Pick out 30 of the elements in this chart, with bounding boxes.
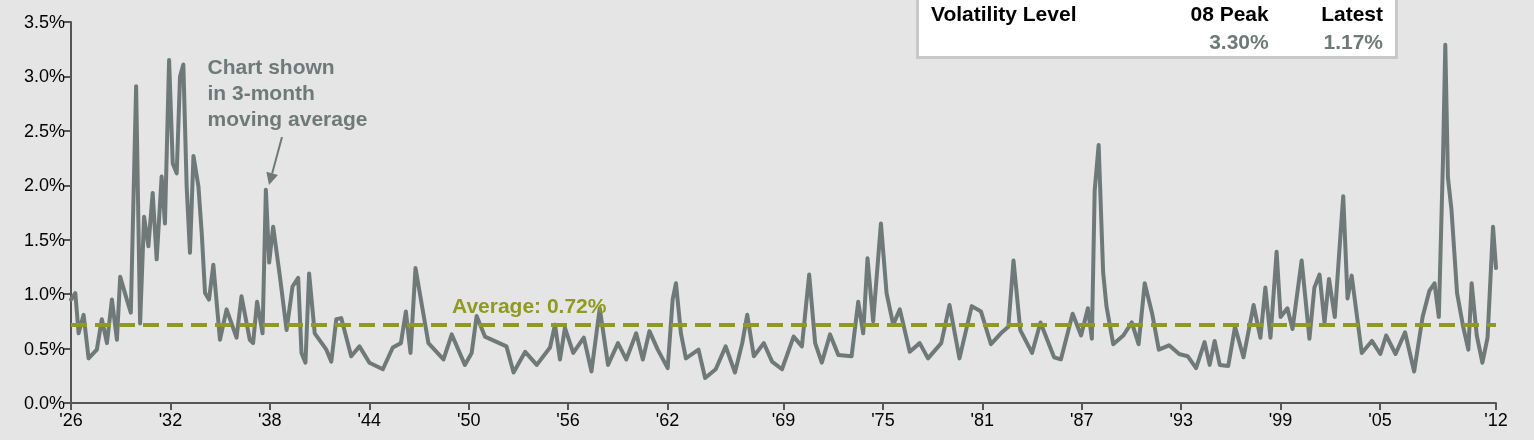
- x-tick-label: '50: [456, 410, 481, 430]
- x-tick-label: '93: [1169, 410, 1193, 430]
- annotation: 08 Peak: [1189, 1, 1270, 27]
- y-tick-label: 0.5%: [23, 338, 65, 359]
- annotation: Chart shown in 3-month moving average: [207, 55, 368, 131]
- x-tick-label: '99: [1268, 410, 1293, 430]
- x-tick-label: '62: [655, 410, 680, 430]
- y-tick-label: 3.5%: [23, 12, 65, 32]
- annotation: 1.17%: [1322, 29, 1384, 55]
- x-tick-label: '75: [871, 410, 895, 430]
- x-tick-label: '44: [357, 410, 381, 430]
- annotation: Volatility Level: [930, 1, 1078, 27]
- x-tick-label: '87: [1070, 410, 1094, 430]
- y-tick-label: 1.5%: [23, 229, 65, 250]
- annotation: 3.30%: [1208, 29, 1270, 55]
- annotation: Latest: [1320, 1, 1384, 27]
- y-tick-label: 2.5%: [23, 120, 65, 141]
- x-tick-label: '56: [556, 410, 580, 430]
- y-tick-label: 3.0%: [23, 66, 65, 87]
- y-tick-label: 0.0%: [23, 393, 65, 413]
- x-tick-label: '38: [258, 410, 282, 430]
- x-tick-label: '05: [1368, 410, 1392, 430]
- x-tick-label: '12: [1484, 410, 1508, 430]
- x-tick-label: '69: [771, 410, 796, 430]
- x-tick-label: '26: [59, 410, 83, 430]
- y-tick-label: 1.0%: [23, 284, 65, 305]
- y-tick-label: 2.0%: [23, 175, 65, 196]
- x-tick-label: '32: [158, 410, 183, 430]
- ref-line-label: Average: 0.72%: [452, 293, 607, 317]
- x-tick-label: '81: [970, 410, 995, 430]
